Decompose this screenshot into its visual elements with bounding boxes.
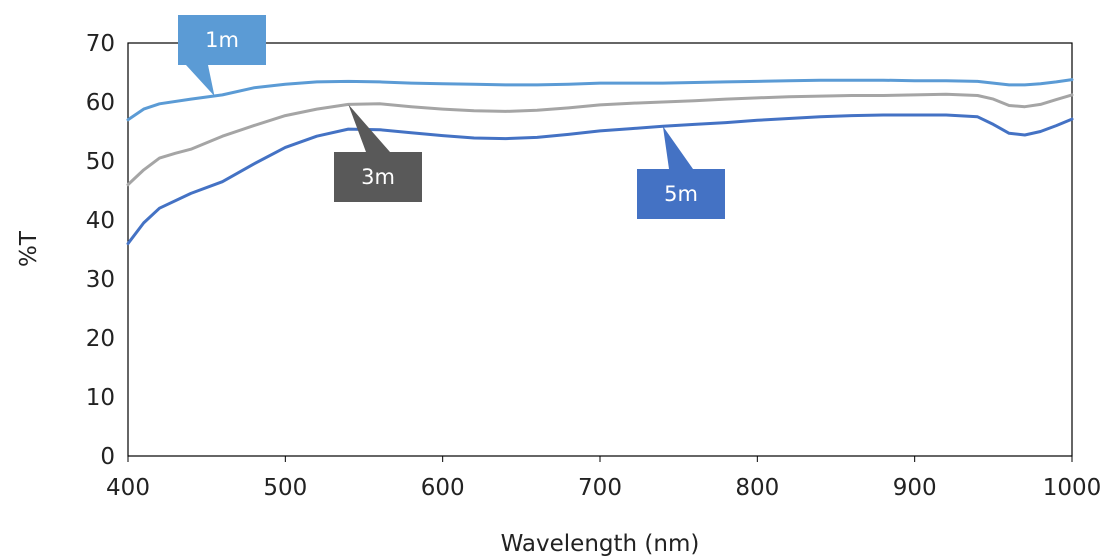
callout-pointer-5m	[662, 126, 693, 169]
y-tick-label: 30	[86, 267, 115, 293]
x-tick-label: 1000	[1043, 475, 1102, 501]
y-tick-label: 10	[86, 385, 115, 411]
y-axis-tick-labels: 0 10 20 30 40 50 60 70	[86, 31, 115, 470]
y-tick-label: 0	[100, 444, 115, 470]
x-tick-label: 500	[263, 475, 307, 501]
plot-area	[127, 42, 1073, 457]
x-tick-label: 600	[421, 475, 465, 501]
y-tick-label: 50	[86, 149, 115, 175]
callout-box-5m	[637, 169, 725, 219]
y-tick-label: 60	[86, 90, 115, 116]
x-tick-label: 800	[735, 475, 779, 501]
callout-label-1m: 1m	[205, 28, 239, 52]
series-line-1m	[126, 78, 1074, 122]
callout-label-5m: 5m	[664, 182, 698, 206]
series-lines	[126, 78, 1074, 246]
callout-pointer-1m	[186, 65, 215, 97]
callout-pointer-3m	[348, 104, 390, 152]
y-tick-label: 70	[86, 31, 115, 57]
callout-box-3m	[334, 152, 422, 202]
callout-annotations: 1m 3m 5m	[178, 15, 725, 219]
x-tick-label: 900	[893, 475, 937, 501]
x-tick-label: 700	[578, 475, 622, 501]
x-tick-label: 400	[106, 475, 150, 501]
series-line-3m	[126, 92, 1074, 187]
x-axis-title: Wavelength (nm)	[501, 531, 700, 556]
y-tick-label: 20	[86, 326, 115, 352]
x-axis-tick-labels: 400 500 600 700 800 900 1000	[106, 456, 1101, 501]
y-axis-title: %T	[16, 230, 42, 267]
series-line-5m	[126, 113, 1074, 246]
callout-box-1m	[178, 15, 266, 65]
callout-label-3m: 3m	[361, 165, 395, 189]
y-tick-label: 40	[86, 208, 115, 234]
